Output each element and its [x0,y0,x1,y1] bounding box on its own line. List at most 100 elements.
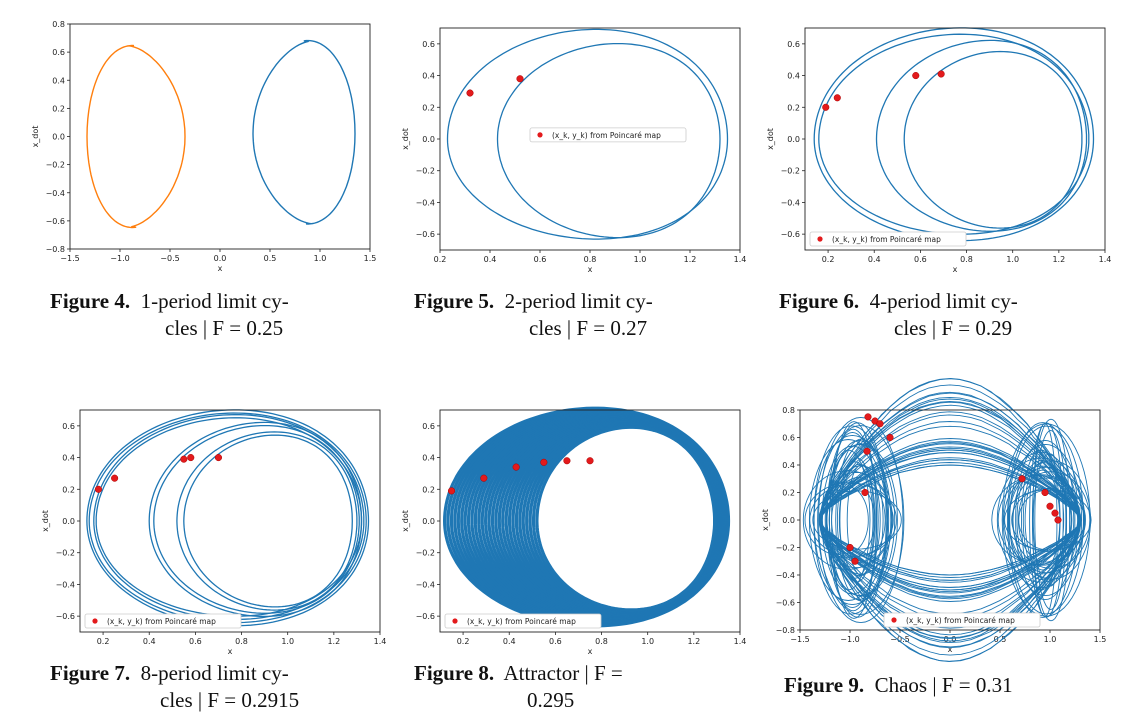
x-tick-label: 1.0 [641,637,654,646]
chaos-orbit [1031,418,1071,622]
figure-4-label: Figure 4. [50,289,131,313]
chaos-crossing-orbit [819,391,1081,649]
chaos-orbit [828,465,893,575]
figure-4-caption-line1: 1-period limit cy- [140,289,289,313]
x-tick-label: 0.6 [189,637,202,646]
poincare-point [1046,502,1054,510]
figure-5-panel: 0.2 0.4 0.6 0.8 1.0 1.2 1.4 −0.6 −0.4 −0.2 0.0 0.2 0… [400,14,746,274]
poincare-point [214,454,223,462]
figure-6-caption-line2: cles | F = 0.29 [894,316,1013,340]
y-tick-label: 0.8 [52,20,65,29]
legend-box [809,231,967,247]
poincare-point [512,463,520,471]
x-tick-label: 0.8 [595,637,608,646]
attractor-orbit [528,424,718,613]
y-tick-label: 0.4 [62,454,75,463]
attractor-orbit [525,423,718,614]
poincare-point [1041,488,1049,497]
limit-cycle-loop [813,27,1095,242]
y-tick-label: 0.0 [52,133,65,142]
chaos-orbit [813,425,890,615]
figure-4-panel: −1.5 −1.0 −0.5 0.0 0.5 1.0 1.5 −0.8 −0.6 −0.4 −0.2… [31,14,380,274]
y-axis-label: x_dot [401,128,410,150]
poincare-point [937,70,945,78]
x-tick-label: 0.4 [868,255,881,264]
legend-box [529,127,687,143]
y-tick-label: 0.2 [62,485,75,494]
legend-marker [452,618,458,624]
x-tick-label: 1.4 [734,637,747,646]
chaos-crossing-orbit [819,414,1082,626]
y-tick-label: −0.6 [776,599,795,608]
chaos-crossing-orbit [818,449,1082,591]
y-tick-label: 0.0 [422,135,435,144]
x-tick-label: 0.6 [549,637,562,646]
legend-label: (x_k, y_k) from Poincaré map [832,235,941,244]
figure-6-chart: 0.2 0.4 0.6 0.8 1.0 1.2 1.4 −0.6 −0.4 −0.2 0.0 0.2 0… [766,27,1111,274]
figure-5-chart: 0.2 0.4 0.6 0.8 1.0 1.2 1.4 −0.6 −0.4 −0.2 0.0 0.2 0… [401,27,746,274]
chaos-orbit [1006,422,1079,618]
chaos-crossing-orbit [819,449,1081,591]
y-tick-label: 0.6 [422,40,435,49]
figure-4-caption: Figure 4. 1-period limit cy- cles | F = … [50,288,350,342]
chaos-orbit [1012,471,1091,569]
x-tick-label: 1.0 [314,254,327,263]
figure-7-panel: 0.2 0.4 0.6 0.8 1.0 1.2 1.4 −0.6 −0.4 −0.2 0.0 0.2 0… [40,396,386,656]
y-tick-label: 0.4 [422,454,435,463]
x-tick-label: 0.4 [503,637,516,646]
legend-marker [817,236,823,242]
plot-frame [799,409,1101,631]
chaotic-trajectory [802,378,1092,662]
x-tick-label: −1.0 [110,254,129,263]
chaos-orbit [1009,443,1083,597]
poincare-point [516,75,524,83]
poincare-point [912,72,920,80]
x-tick-label: 0.8 [584,255,597,264]
figure-8-caption-line2: 0.295 [527,688,575,712]
y-tick-label: −0.2 [46,161,65,170]
figure-6-label: Figure 6. [779,289,860,313]
x-tick-label: 1.2 [327,637,340,646]
chaos-orbit [836,461,874,579]
y-tick-label: 0.4 [787,72,800,81]
x-tick-label: 1.0 [634,255,647,264]
y-tick-label: 0.0 [62,517,75,526]
x-axis-label: x [218,264,223,273]
y-axis-label: x_dot [401,510,410,532]
y-tick-label: 0.4 [52,76,65,85]
y-tick-label: 0.2 [52,104,65,113]
y-tick-label: −0.8 [776,626,795,635]
legend-label: (x_k, y_k) from Poincaré map [552,131,661,140]
figure-4-chart: −1.5 −1.0 −0.5 0.0 0.5 1.0 1.5 −0.8 −0.6 −0.4 −0.2… [31,20,376,273]
plot-frame [79,409,381,633]
x-tick-label: 0.5 [994,635,1007,644]
legend-box [84,613,242,629]
poincare-point [540,458,548,466]
poincare-point [1051,509,1059,517]
figure-9-caption-line1: Chaos | F = 0.31 [874,673,1013,697]
poincare-point [876,420,884,428]
poincare-point [851,557,859,565]
series-orange-cycle [86,44,186,229]
x-tick-label: 0.2 [434,255,447,264]
y-tick-label: 0.6 [52,48,65,57]
poincare-point [1054,516,1062,524]
x-tick-label: 0.6 [534,255,547,264]
chaos-orbit [1015,439,1076,601]
figure-7-caption-line2: cles | F = 0.2915 [160,688,300,712]
y-tick-label: 0.8 [782,406,795,415]
poincare-point [861,488,869,497]
figure-5-caption-line2: cles | F = 0.27 [529,316,648,340]
x-tick-label: −1.5 [60,254,79,263]
figure-5-caption: Figure 5. 2-period limit cy- cles | F = … [414,288,714,342]
poincare-point [822,103,830,111]
x-tick-label: 0.2 [822,255,835,264]
legend-label: (x_k, y_k) from Poincaré map [906,616,1015,625]
x-tick-label: 1.2 [687,637,700,646]
x-tick-label: −0.5 [890,635,909,644]
attractor-orbit [518,422,719,615]
chaos-orbit [1018,489,1079,551]
legend-label: (x_k, y_k) from Poincaré map [107,617,216,626]
poincare-point [563,457,571,465]
limit-cycle-loop [93,413,365,621]
